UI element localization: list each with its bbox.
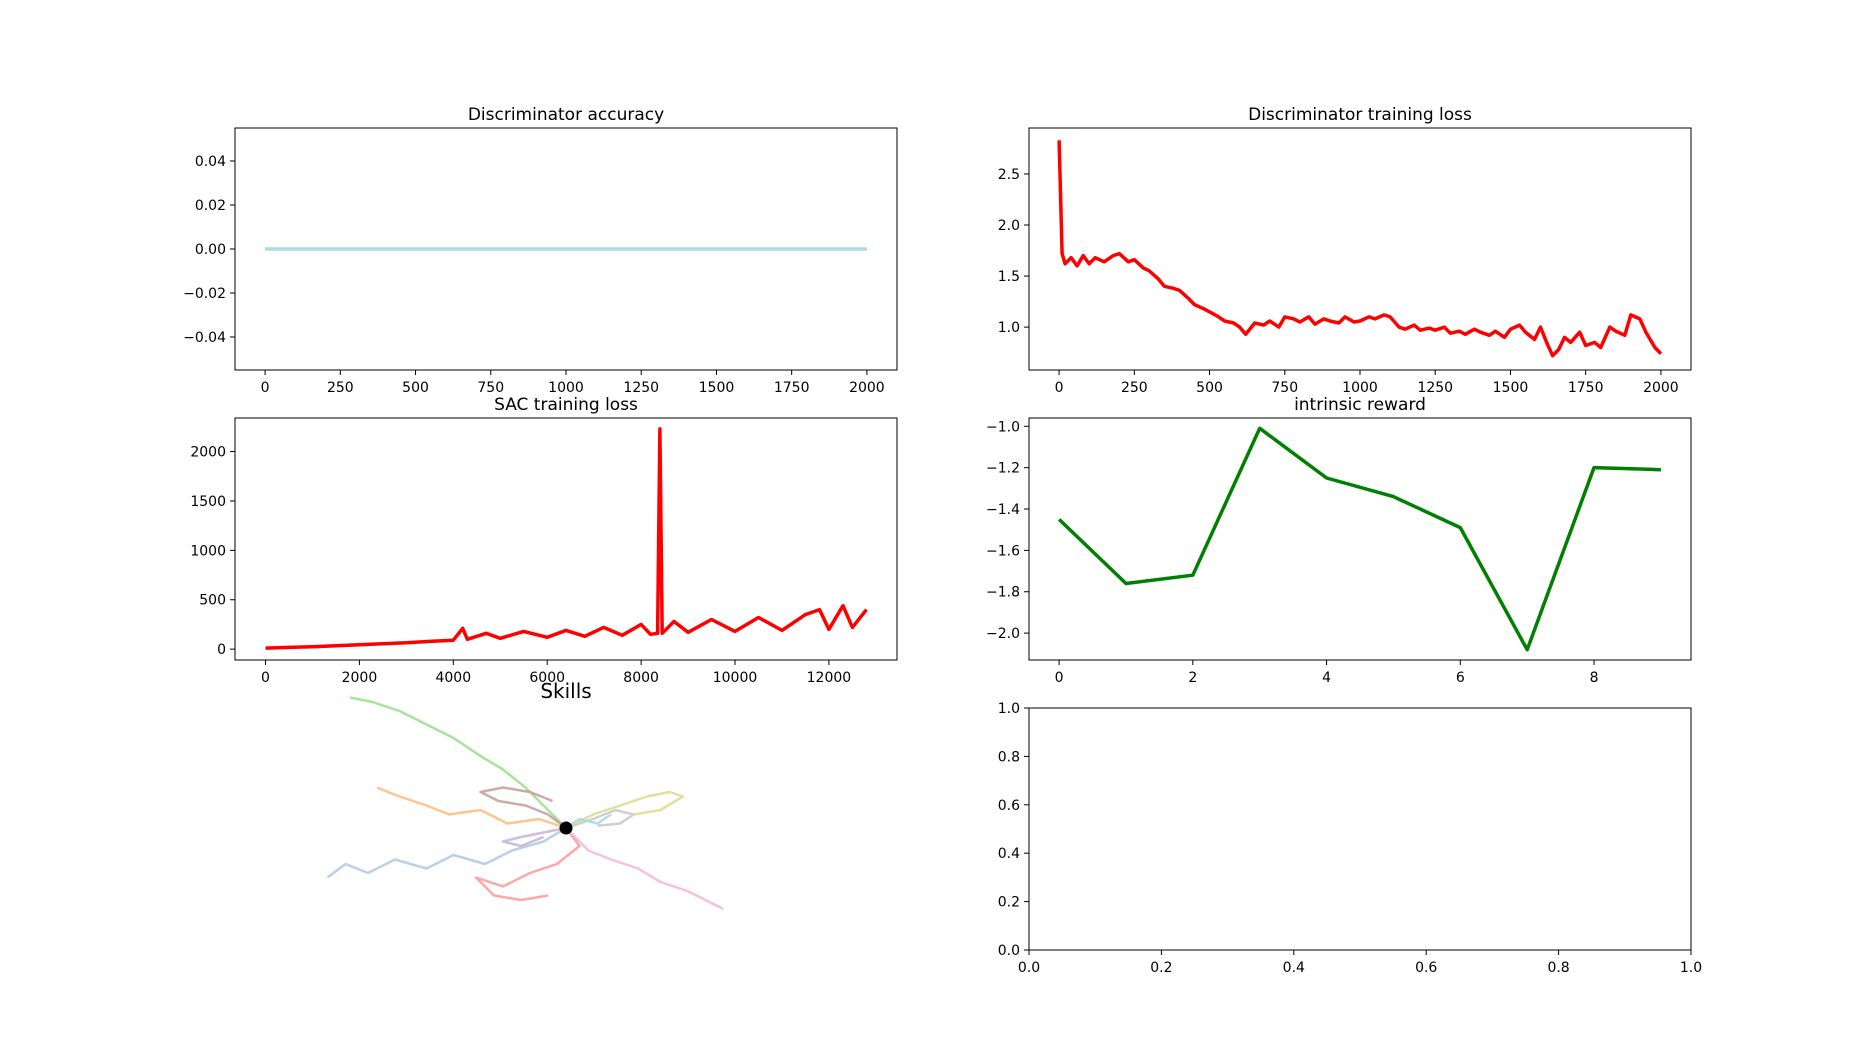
y-tick-label: 500 (199, 593, 226, 609)
x-tick-label: 0.2 (1150, 960, 1172, 976)
x-tick-label: 1500 (699, 380, 735, 396)
y-tick-label: −1.2 (986, 461, 1020, 477)
y-tick-label: 0.2 (998, 895, 1020, 911)
x-tick-label: 1500 (1493, 380, 1529, 396)
axes-frame (1028, 127, 1692, 371)
x-tick-label: 1000 (1342, 380, 1378, 396)
x-tick-label: 6 (1456, 670, 1465, 686)
y-tick-label: 0.00 (195, 242, 226, 258)
x-tick-label: 0 (261, 380, 270, 396)
x-tick-label: 250 (327, 380, 354, 396)
axes-frame (1028, 417, 1692, 661)
skill-trajectory-1 (326, 826, 567, 879)
y-tick-label: 1500 (190, 494, 226, 510)
y-tick-label: 0.8 (998, 749, 1020, 765)
subplot-4: 0 2 4 6 8 −2.0 −1.8 −1.6 −1.4 −1.2 −1.0 intrinsic r… (986, 395, 1692, 686)
subplot-3: 0 2000 4000 6000 8000 10000 12000 0 500 1000 1500 2… (190, 395, 898, 686)
origin-point (559, 821, 573, 835)
y-tick-label: 0.02 (195, 198, 226, 214)
x-tick-label: 0 (261, 670, 270, 686)
x-tick-label: 0.4 (1283, 960, 1305, 976)
y-tick-label: 1.0 (998, 701, 1020, 717)
x-tick-label: 10000 (713, 670, 758, 686)
x-tick-label: 500 (1196, 380, 1223, 396)
skill-trajectory-2 (376, 786, 567, 830)
x-tick-label: 0.6 (1415, 960, 1437, 976)
skill-trajectory-3 (349, 696, 567, 829)
x-tick-label: 1250 (623, 380, 659, 396)
x-tick-label: 12000 (807, 670, 852, 686)
x-tick-label: 8 (1590, 670, 1599, 686)
x-tick-label: 750 (477, 380, 504, 396)
x-tick-label: 750 (1271, 380, 1298, 396)
subplot-6: 0.0 0.2 0.4 0.6 0.8 1.0 0.0 0.2 0.4 0.6 0.8 1.0 (998, 701, 1702, 976)
skill-trajectory-5 (501, 826, 567, 848)
x-tick-label: 1750 (774, 380, 810, 396)
x-tick-label: 0 (1055, 670, 1064, 686)
x-tick-label: 1000 (548, 380, 584, 396)
series-line-1 (1057, 140, 1663, 358)
series-line-1 (1057, 426, 1661, 652)
x-tick-label: 4 (1322, 670, 1331, 686)
x-tick-label: 250 (1121, 380, 1148, 396)
x-tick-label: 1250 (1417, 380, 1453, 396)
x-tick-label: 0 (1055, 380, 1064, 396)
y-tick-label: −1.0 (986, 419, 1020, 435)
x-tick-label: 4000 (435, 670, 471, 686)
skill-trajectory-6 (479, 786, 567, 829)
y-tick-label: 0.0 (998, 943, 1020, 959)
y-tick-label: −2.0 (986, 626, 1020, 642)
series-line-1 (265, 427, 868, 650)
x-tick-label: 6000 (529, 670, 565, 686)
x-tick-label: 0.0 (1018, 960, 1040, 976)
y-tick-label: −0.04 (183, 330, 226, 346)
axes-frame (1028, 707, 1692, 951)
subplot-2: 0 250 500 750 1000 1250 1500 1750 2000 1.0 1.5 2.0 2… (998, 105, 1692, 396)
axes-frame (234, 417, 898, 661)
x-tick-label: 2000 (342, 670, 378, 686)
skill-trajectory-4 (474, 827, 581, 902)
subplot-1: 0 250 500 750 1000 1250 1500 1750 2000 −0.04 −0.02… (183, 105, 898, 396)
y-tick-label: 0.4 (998, 846, 1020, 862)
subplot-skills: Skills (326, 679, 725, 911)
y-tick-label: 1.0 (998, 320, 1020, 336)
x-tick-label: 8000 (623, 670, 659, 686)
y-tick-label: 0.6 (998, 798, 1020, 814)
chart-title: Skills (540, 679, 591, 703)
x-tick-label: 2000 (1643, 380, 1679, 396)
x-tick-label: 2000 (849, 380, 885, 396)
y-tick-label: 2.0 (998, 218, 1020, 234)
y-tick-label: −0.02 (183, 286, 226, 302)
y-tick-label: 0 (217, 642, 226, 658)
skill-trajectory-7 (565, 827, 725, 911)
skill-trajectory-10 (565, 813, 612, 830)
x-tick-label: 1.0 (1680, 960, 1702, 976)
skill-trajectory-9 (565, 790, 685, 830)
y-tick-label: −1.6 (986, 543, 1020, 559)
y-tick-label: −1.4 (986, 502, 1020, 518)
chart-title: Discriminator training loss (1248, 105, 1472, 125)
x-tick-label: 1750 (1568, 380, 1604, 396)
y-tick-label: 2.5 (998, 167, 1020, 183)
chart-title: SAC training loss (494, 395, 638, 415)
x-tick-label: 2 (1188, 670, 1197, 686)
y-tick-label: −1.8 (986, 585, 1020, 601)
y-tick-label: 0.04 (195, 154, 226, 170)
y-tick-label: 1.5 (998, 269, 1020, 285)
x-tick-label: 0.8 (1547, 960, 1569, 976)
chart-title: Discriminator accuracy (468, 105, 664, 125)
y-tick-label: 2000 (190, 445, 226, 461)
chart-title: intrinsic reward (1294, 395, 1426, 415)
y-tick-label: 1000 (190, 543, 226, 559)
x-tick-label: 500 (402, 380, 429, 396)
